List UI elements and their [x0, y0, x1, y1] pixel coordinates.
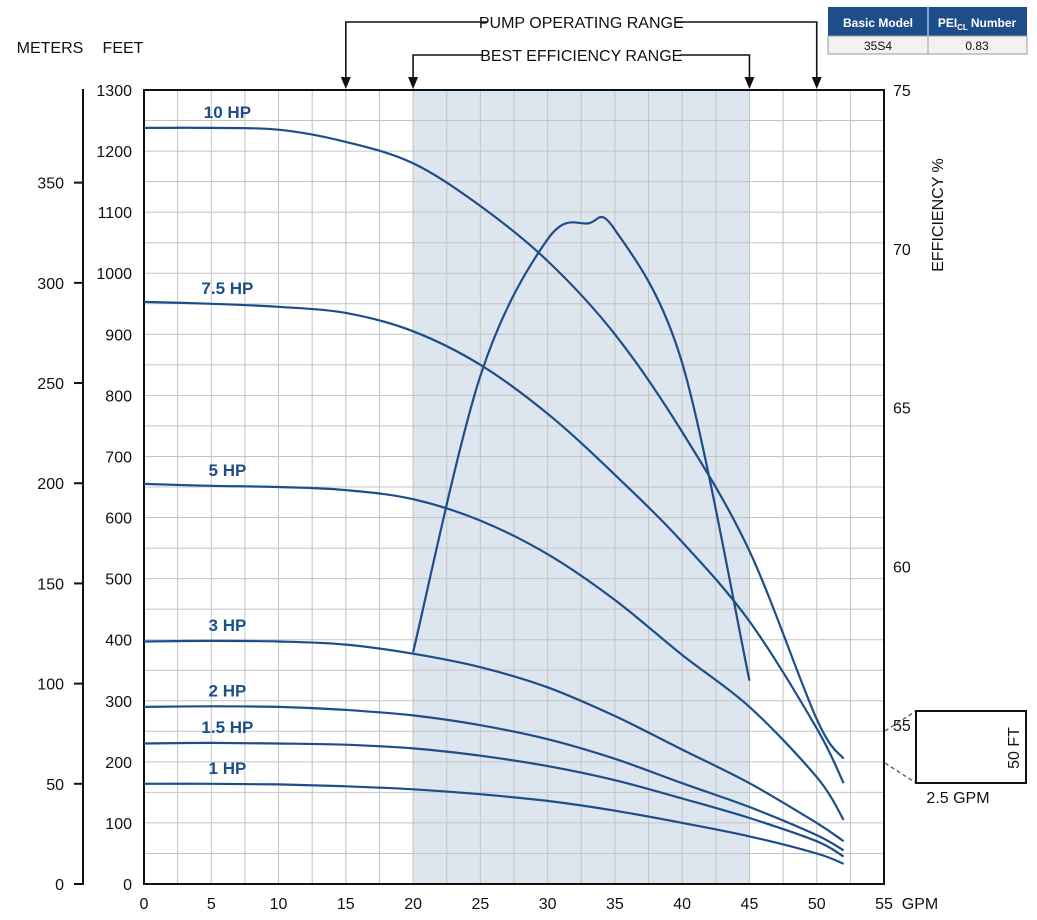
gpm-tick-label: 30 — [539, 896, 557, 913]
gpm-tick-label: 5 — [207, 896, 216, 913]
efficiency-curve — [412, 215, 751, 681]
table-header-model: Basic Model — [843, 16, 913, 30]
meters-tick-label: 300 — [37, 276, 64, 293]
series-label: 5 HP — [209, 461, 247, 480]
table-cell-pei: 0.83 — [965, 39, 989, 53]
meters-tick-label: 100 — [37, 677, 64, 694]
feet-tick-label: 400 — [105, 633, 132, 650]
feet-tick-label: 300 — [105, 694, 132, 711]
feet-tick-label: 700 — [105, 449, 132, 466]
table-header-pei: PEICL Number — [938, 16, 1017, 32]
meters-tick-label: 150 — [37, 576, 64, 593]
gpm-tick-label: 10 — [270, 896, 288, 913]
head-curve — [143, 126, 845, 760]
head-curve — [143, 705, 845, 852]
gpm-tick-label: 25 — [471, 896, 489, 913]
head-curve — [143, 300, 845, 784]
grid — [143, 89, 885, 885]
feet-tick-label: 1100 — [98, 205, 133, 222]
feet-tick-label: 1000 — [96, 266, 132, 283]
gpm-axis-title: GPM — [902, 896, 938, 913]
efficiency-axis-title: EFFICIENCY % — [930, 158, 947, 272]
efficiency-tick-label: 60 — [893, 559, 911, 576]
feet-tick-label: 0 — [123, 877, 132, 894]
gpm-tick-label: 20 — [404, 896, 422, 913]
feet-tick-label: 1300 — [96, 83, 132, 100]
table-header-cell — [928, 7, 1027, 36]
gpm-tick-label: 45 — [741, 896, 759, 913]
table-cell-model: 35S4 — [864, 39, 892, 53]
gpm-tick-label: 55 — [875, 896, 893, 913]
series-label: 1 HP — [209, 759, 247, 778]
scale-box: 2.5 GPM 50 FT — [884, 710, 1027, 807]
meters-tick-label: 50 — [46, 777, 64, 794]
feet-tick-label: 1200 — [96, 144, 132, 161]
tick-labels: 0100200300400500600700800900100011001200… — [37, 83, 911, 913]
model-table: Basic Model PEICL Number 35S4 0.83 — [827, 7, 1028, 55]
scale-box-width-label: 2.5 GPM — [926, 790, 989, 807]
head-curves — [143, 126, 845, 865]
meters-tick-label: 250 — [37, 376, 64, 393]
table-header-cell — [828, 7, 928, 36]
pump-operating-range-label: PUMP OPERATING RANGE — [479, 15, 684, 32]
series-label: 3 HP — [209, 616, 247, 635]
gpm-tick-label: 40 — [673, 896, 691, 913]
efficiency-tick-label: 70 — [893, 242, 911, 259]
efficiency-tick-label: 75 — [893, 83, 911, 100]
gpm-tick-label: 35 — [606, 896, 624, 913]
plot-frame — [143, 89, 885, 885]
series-label: 2 HP — [209, 681, 247, 700]
meters-tick-label: 350 — [37, 176, 64, 193]
series-labels: 10 HP 7.5 HP 5 HP 3 HP 2 HP 1.5 HP 1 HP — [201, 103, 253, 778]
gpm-tick-label: 15 — [337, 896, 355, 913]
efficiency-tick-label: 55 — [893, 718, 911, 735]
feet-tick-label: 100 — [105, 816, 132, 833]
feet-tick-label: 600 — [105, 511, 132, 528]
meters-tick-label: 0 — [55, 877, 64, 894]
head-curve — [143, 482, 845, 821]
series-label: 10 HP — [204, 103, 251, 122]
meters-tick-label: 200 — [37, 476, 64, 493]
series-label: 7.5 HP — [201, 279, 253, 298]
gpm-tick-label: 0 — [140, 896, 149, 913]
feet-tick-label: 900 — [105, 327, 132, 344]
efficiency-tick-label: 65 — [893, 401, 911, 418]
scale-box-height-label: 50 FT — [1006, 727, 1023, 769]
pump-operating-range: PUMP OPERATING RANGE — [340, 11, 822, 89]
feet-tick-label: 800 — [105, 388, 132, 405]
feet-axis-title: FEET — [103, 40, 144, 57]
meters-axis-title: METERS — [17, 40, 84, 57]
gpm-tick-label: 50 — [808, 896, 826, 913]
feet-tick-label: 200 — [105, 755, 132, 772]
series-label: 1.5 HP — [201, 718, 253, 737]
head-curve — [143, 741, 845, 858]
head-curve — [143, 639, 845, 843]
best-efficiency-range-label: BEST EFFICIENCY RANGE — [480, 48, 682, 65]
best-efficiency-range: BEST EFFICIENCY RANGE — [408, 44, 755, 89]
feet-tick-label: 500 — [105, 572, 132, 589]
head-curve — [143, 782, 845, 865]
